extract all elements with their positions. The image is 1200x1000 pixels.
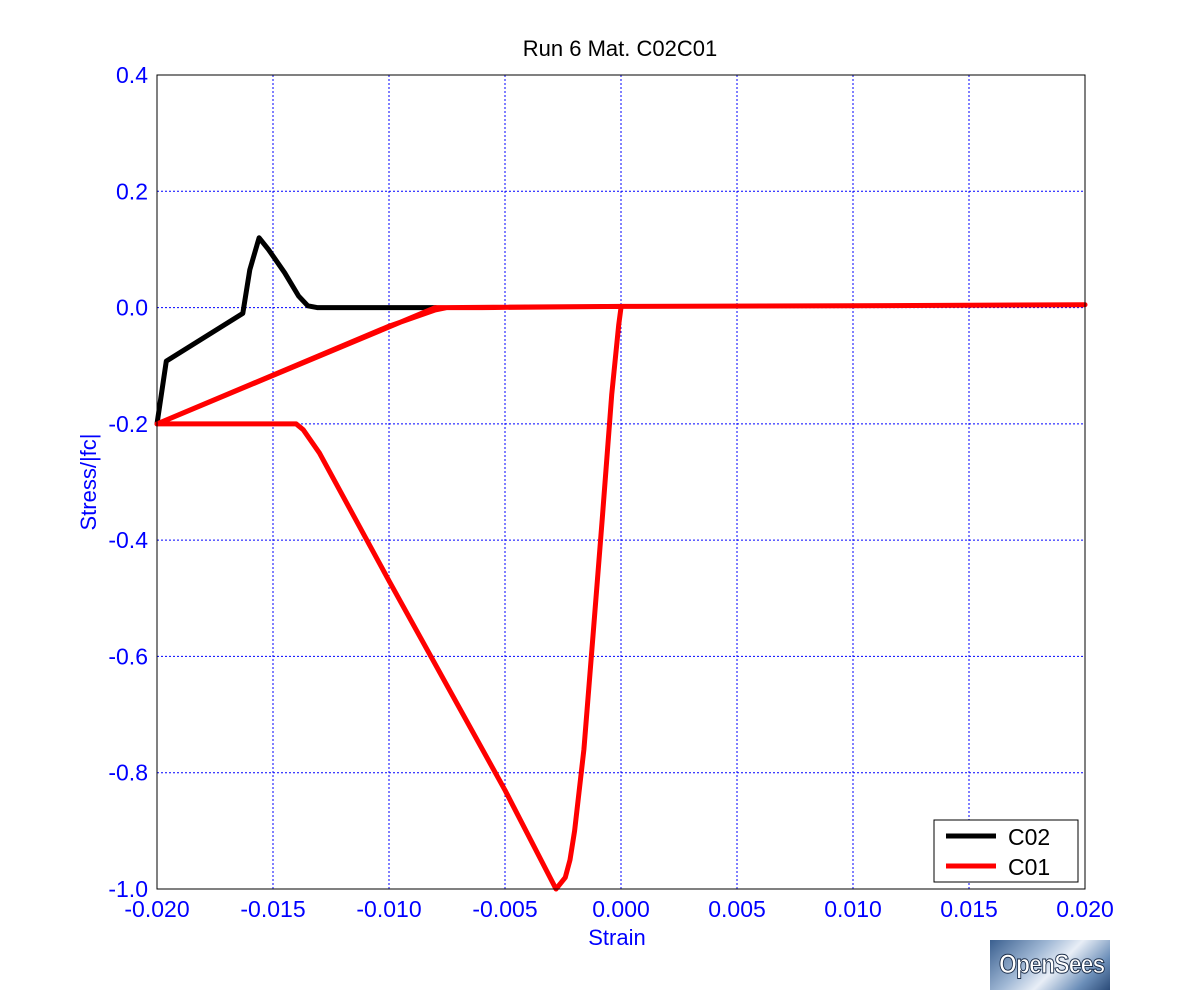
x-tick-label: -0.010	[356, 896, 421, 922]
x-tick-label: -0.020	[124, 896, 189, 922]
tick-labels: -0.020 -0.015 -0.010 -0.005 0.000 0.005 0.010 0…	[108, 62, 1113, 922]
y-axis-label: Stress/|fc|	[76, 433, 101, 530]
y-tick-label: -0.4	[108, 527, 148, 553]
y-tick-label: -1.0	[108, 876, 148, 902]
legend-label-c02: C02	[1008, 824, 1050, 850]
x-tick-label: 0.000	[592, 896, 650, 922]
x-tick-label: 0.010	[824, 896, 882, 922]
y-tick-label: 0.4	[116, 62, 148, 88]
opensees-logo-text: OpenSees	[999, 949, 1106, 980]
series-layer	[154, 235, 1088, 892]
legend-label-c01: C01	[1008, 854, 1050, 880]
plot-frame	[156, 74, 1086, 890]
series-line-c02	[154, 235, 438, 427]
y-tick-label: -0.6	[108, 643, 148, 669]
x-tick-label: -0.015	[240, 896, 305, 922]
y-tick-label: -0.2	[108, 411, 148, 437]
x-tick-label: -0.005	[472, 896, 537, 922]
y-tick-label: 0.0	[116, 295, 148, 321]
x-tick-label: 0.020	[1056, 896, 1114, 922]
opensees-logo: OpenSees	[990, 940, 1110, 990]
x-tick-label: 0.005	[708, 896, 766, 922]
legend: C02 C01	[933, 819, 1079, 883]
y-tick-label: -0.8	[108, 760, 148, 786]
series-line-c01	[154, 302, 1088, 892]
y-tick-label: 0.2	[116, 178, 148, 204]
x-tick-label: 0.015	[940, 896, 998, 922]
grid	[156, 74, 1086, 890]
x-axis-label: Strain	[588, 925, 645, 950]
legend-box	[933, 819, 1079, 883]
chart-title: Run 6 Mat. C02C01	[523, 36, 717, 61]
